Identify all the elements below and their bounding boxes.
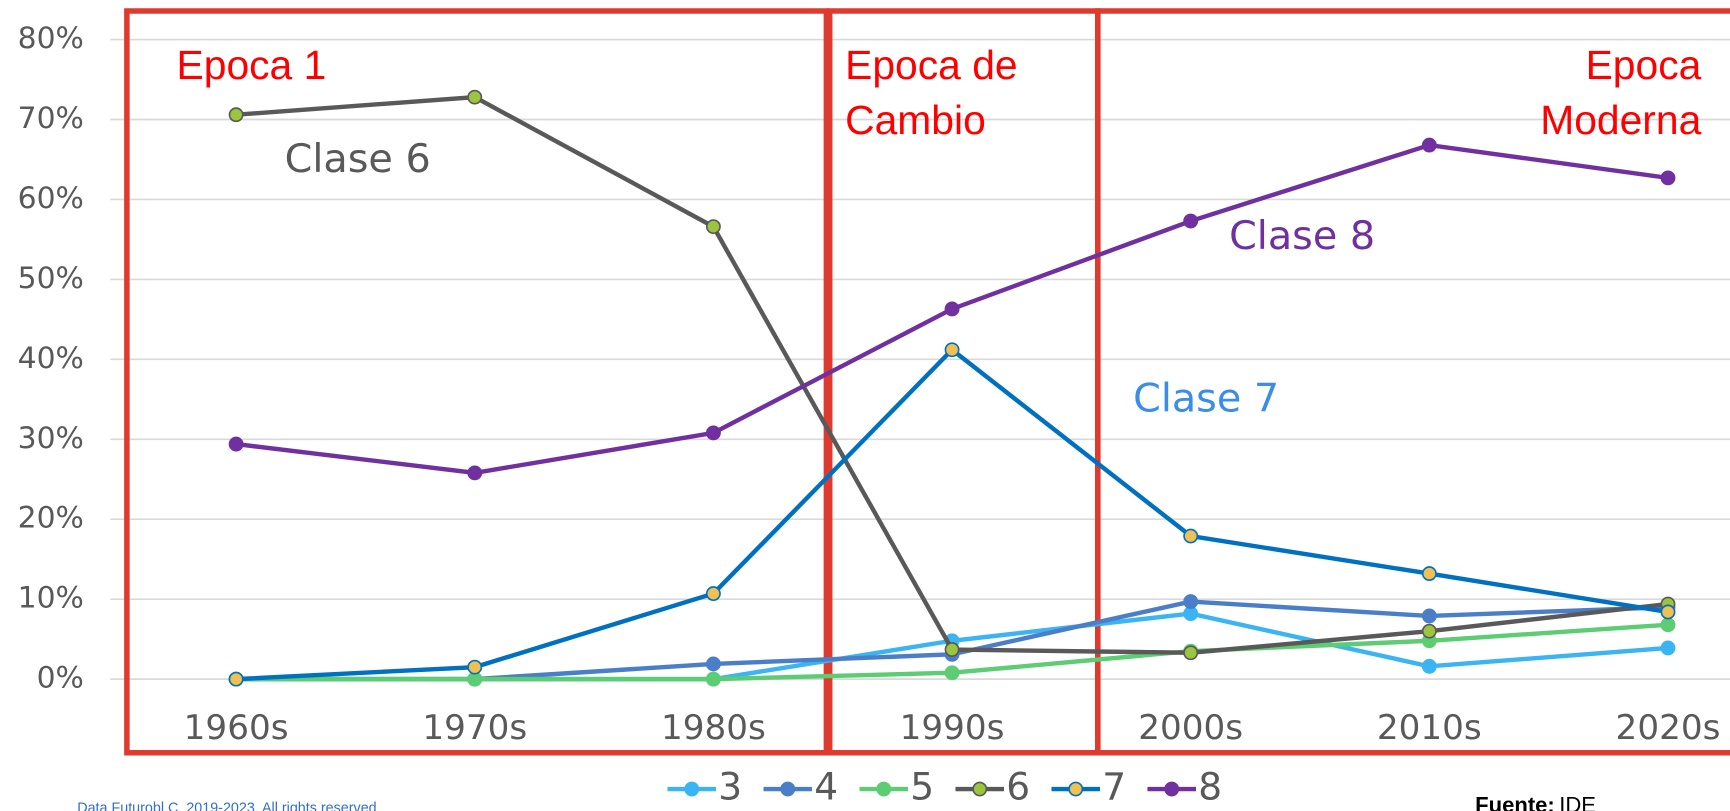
point — [467, 659, 483, 675]
series-annotation: Clase 6 — [285, 136, 431, 182]
epoch-label: Epoca 1 — [177, 42, 327, 88]
point — [1421, 566, 1437, 582]
epoch-label: Epoca — [1586, 42, 1702, 88]
x-tick-label: 1970s — [422, 708, 527, 748]
point — [1421, 137, 1437, 153]
point — [1660, 170, 1676, 186]
point — [705, 671, 721, 687]
legend-label: 3 — [718, 765, 742, 809]
legend-marker — [1068, 781, 1084, 797]
source-label: Fuente: — [1475, 792, 1555, 811]
y-tick-label: 60% — [18, 181, 84, 216]
legend-label: 7 — [1102, 765, 1126, 809]
legend-label: 8 — [1198, 765, 1222, 809]
epoch-box — [124, 8, 830, 756]
epoch-label: Moderna — [1540, 97, 1701, 143]
epoch-label: Cambio — [845, 97, 986, 143]
legend-marker — [684, 781, 700, 797]
legend-label: 6 — [1006, 765, 1030, 809]
copyright: Data Futurobl.C. 2019-2023. All rights r… — [77, 801, 376, 811]
y-tick-label: 80% — [18, 21, 84, 56]
y-tick-label: 40% — [18, 341, 84, 376]
x-tick-label: 1960s — [184, 708, 289, 748]
point — [944, 342, 960, 358]
legend-label: 5 — [910, 765, 934, 809]
point — [1660, 604, 1676, 620]
point — [1660, 640, 1676, 656]
point — [1421, 623, 1437, 639]
point — [1421, 608, 1437, 624]
point — [228, 436, 244, 452]
point — [705, 425, 721, 441]
legend-marker — [876, 781, 892, 797]
point — [467, 465, 483, 481]
series-line — [235, 94, 1669, 655]
y-tick-label: 50% — [18, 261, 84, 296]
point — [944, 642, 960, 657]
point — [228, 107, 244, 123]
x-tick-label: 2000s — [1138, 708, 1243, 748]
source: Fuente: IDE — [1475, 792, 1596, 811]
point — [944, 665, 960, 681]
y-tick-label: 30% — [18, 421, 84, 456]
point — [944, 301, 960, 317]
point — [228, 671, 244, 687]
y-tick-label: 20% — [18, 501, 84, 536]
epoch-box — [1095, 8, 1730, 756]
x-tick-label: 1990s — [900, 708, 1005, 748]
legend-marker — [972, 781, 988, 797]
point — [705, 586, 721, 602]
point — [705, 219, 721, 235]
source-value: IDE — [1559, 792, 1596, 811]
y-tick-label: 70% — [18, 101, 84, 136]
series-annotation: Clase 8 — [1229, 213, 1375, 259]
point — [1183, 594, 1199, 610]
legend-marker — [780, 781, 796, 797]
series-annotation: Clase 7 — [1133, 376, 1279, 422]
epoch-label: Epoca de — [845, 42, 1017, 88]
x-tick-label: 2020s — [1616, 708, 1721, 748]
point — [1660, 617, 1676, 633]
point — [467, 89, 483, 105]
point — [1421, 658, 1437, 674]
point — [705, 656, 721, 672]
legend-marker — [1164, 781, 1180, 797]
y-tick-label: 10% — [18, 581, 84, 616]
x-tick-label: 1980s — [661, 708, 766, 748]
legend-label: 4 — [814, 765, 838, 809]
x-tick-label: 2010s — [1377, 708, 1482, 748]
grid — [110, 38, 1730, 680]
y-tick-label: 0% — [37, 661, 84, 696]
point — [1183, 645, 1199, 661]
point — [1183, 213, 1199, 229]
point — [1183, 528, 1199, 544]
